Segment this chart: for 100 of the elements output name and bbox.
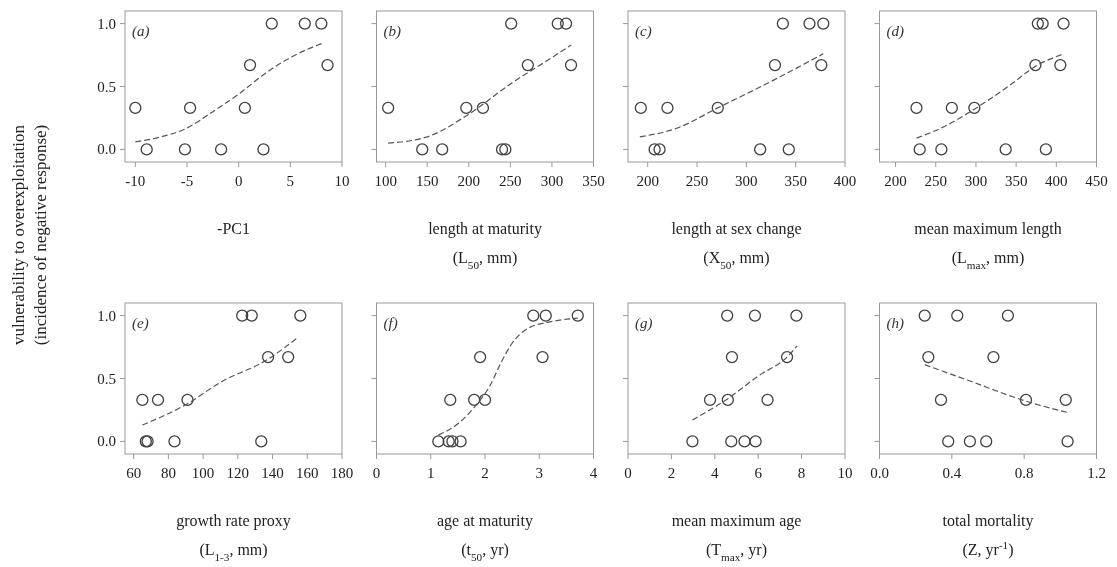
x-tick-label: 0 bbox=[234, 173, 243, 189]
y-tick-label: 0.0 bbox=[97, 433, 116, 450]
x-tick-label: 0 bbox=[372, 465, 381, 481]
y-tick-label: 0.0 bbox=[97, 141, 116, 158]
point bbox=[559, 17, 573, 30]
point bbox=[913, 143, 926, 156]
point bbox=[298, 17, 311, 30]
point bbox=[1039, 143, 1053, 156]
point bbox=[129, 101, 142, 115]
x-tick-label: 450 bbox=[1085, 173, 1108, 189]
point bbox=[768, 58, 782, 72]
point bbox=[521, 58, 534, 72]
point bbox=[711, 101, 724, 115]
x-axis-title: growth rate proxy (L$_{1-3}$, mm) bbox=[176, 512, 291, 563]
point bbox=[505, 17, 518, 30]
point bbox=[648, 143, 661, 156]
point bbox=[178, 143, 192, 156]
text: (e) bbox=[132, 315, 149, 332]
point bbox=[980, 435, 993, 448]
point bbox=[432, 435, 445, 448]
point bbox=[1029, 58, 1042, 72]
x-axis-title: mean maximum age (T$_{max}$, yr) bbox=[671, 512, 802, 563]
point bbox=[243, 58, 257, 72]
x-tick-label: 140 bbox=[261, 465, 284, 481]
point bbox=[381, 101, 395, 115]
point bbox=[942, 435, 955, 448]
x-tick-label: 400 bbox=[833, 173, 857, 189]
point bbox=[999, 143, 1012, 156]
point bbox=[634, 101, 647, 115]
x-tick-label: 5 bbox=[286, 173, 295, 189]
point bbox=[238, 101, 252, 115]
x-axis-title: length at maturity (L$_{50}$, mm) bbox=[428, 220, 542, 271]
text: (c) bbox=[635, 23, 652, 40]
point bbox=[790, 309, 803, 322]
point bbox=[236, 309, 249, 322]
x-tick-label: 200 bbox=[457, 173, 481, 189]
point bbox=[436, 143, 449, 156]
point bbox=[776, 17, 790, 30]
x-tick-label: 300 bbox=[735, 173, 758, 189]
point bbox=[468, 393, 481, 407]
point bbox=[460, 101, 473, 115]
point bbox=[527, 309, 540, 322]
point bbox=[416, 143, 429, 156]
point bbox=[1031, 17, 1044, 30]
point bbox=[754, 143, 767, 156]
x-axis-title: total mortality (Z, yr$^{-1}$) bbox=[942, 512, 1034, 559]
x-tick-label: 100 bbox=[191, 465, 215, 481]
point bbox=[183, 101, 197, 115]
point bbox=[749, 435, 762, 448]
x-tick-label: 2 bbox=[667, 465, 676, 481]
point bbox=[321, 58, 334, 72]
x-tick-label: 350 bbox=[582, 173, 605, 189]
x-tick-label: 10 bbox=[837, 465, 853, 481]
x-axis-title: -PC1 bbox=[217, 220, 250, 237]
point bbox=[140, 143, 153, 156]
y-tick-label: 0.5 bbox=[97, 78, 116, 95]
x-tick-label: 300 bbox=[540, 173, 564, 189]
point bbox=[725, 350, 739, 364]
point bbox=[257, 143, 270, 156]
x-tick-label: 100 bbox=[374, 173, 397, 189]
point bbox=[499, 143, 512, 156]
y-tick-label: 1.0 bbox=[97, 15, 116, 32]
x-tick-label: 10 bbox=[334, 173, 350, 189]
x-tick-label: 60 bbox=[126, 465, 142, 481]
x-tick-label: 4 bbox=[711, 465, 720, 481]
point bbox=[780, 350, 794, 364]
text: (d) bbox=[886, 23, 904, 40]
point bbox=[945, 101, 958, 115]
x-tick-label: 8 bbox=[797, 465, 806, 481]
x-tick-label: 0.4 bbox=[942, 465, 962, 481]
x-tick-label: 0 bbox=[624, 465, 632, 481]
text: (a) bbox=[132, 23, 150, 40]
point bbox=[478, 393, 492, 407]
point bbox=[910, 101, 923, 115]
point bbox=[935, 143, 948, 156]
x-tick-label: 200 bbox=[884, 173, 907, 189]
point bbox=[748, 309, 762, 322]
point bbox=[536, 350, 549, 364]
point bbox=[168, 435, 181, 448]
x-tick-label: 4 bbox=[589, 465, 598, 481]
x-tick-label: 250 bbox=[685, 173, 709, 189]
x-tick-label: 0.0 bbox=[870, 465, 889, 481]
point bbox=[661, 101, 674, 115]
point bbox=[476, 101, 490, 115]
point bbox=[294, 309, 307, 322]
y-tick-label: 0.5 bbox=[97, 370, 116, 387]
point bbox=[738, 435, 751, 448]
x-axis-title: length at sex change (X$_{50}$, mm) bbox=[671, 220, 802, 271]
point bbox=[265, 17, 278, 30]
point bbox=[817, 17, 830, 30]
point bbox=[1019, 393, 1033, 407]
point bbox=[446, 435, 459, 448]
x-axis-title: mean maximum length (L$_{max}$, mm) bbox=[914, 220, 1062, 271]
point bbox=[1061, 435, 1074, 448]
point bbox=[245, 309, 258, 322]
point bbox=[968, 101, 981, 115]
x-tick-label: -10 bbox=[125, 173, 146, 189]
x-tick-label: 200 bbox=[636, 173, 659, 189]
point bbox=[963, 435, 977, 448]
y-axis-title: vulnerability to overexploitation (incidence of negative response) bbox=[9, 124, 50, 346]
